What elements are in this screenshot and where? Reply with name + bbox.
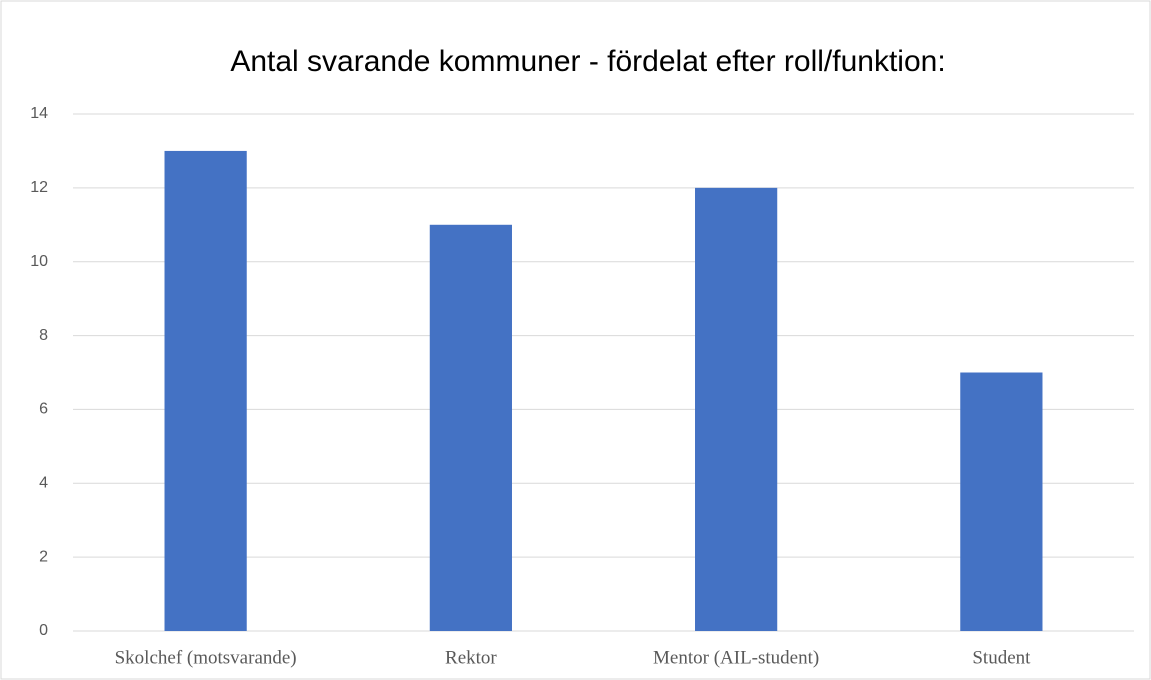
- bar: [695, 187, 778, 631]
- y-tick-label: 10: [30, 253, 48, 270]
- x-tick-label: Student: [972, 647, 1031, 668]
- bar: [960, 372, 1043, 631]
- y-tick-label: 6: [39, 401, 48, 418]
- y-tick-label: 0: [39, 622, 48, 639]
- y-tick-label: 14: [30, 105, 48, 122]
- bar: [164, 150, 247, 631]
- y-tick-label: 8: [39, 327, 48, 344]
- chart-title: Antal svarande kommuner - fördelat efter…: [230, 45, 945, 78]
- y-tick-label: 12: [30, 179, 48, 196]
- y-tick-label: 4: [39, 475, 48, 492]
- x-tick-label: Skolchef (motsvarande): [115, 647, 297, 668]
- x-tick-label: Mentor (AIL-student): [653, 647, 819, 668]
- bar: [429, 224, 512, 632]
- y-tick-label: 2: [39, 548, 48, 565]
- x-tick-label: Rektor: [445, 647, 497, 668]
